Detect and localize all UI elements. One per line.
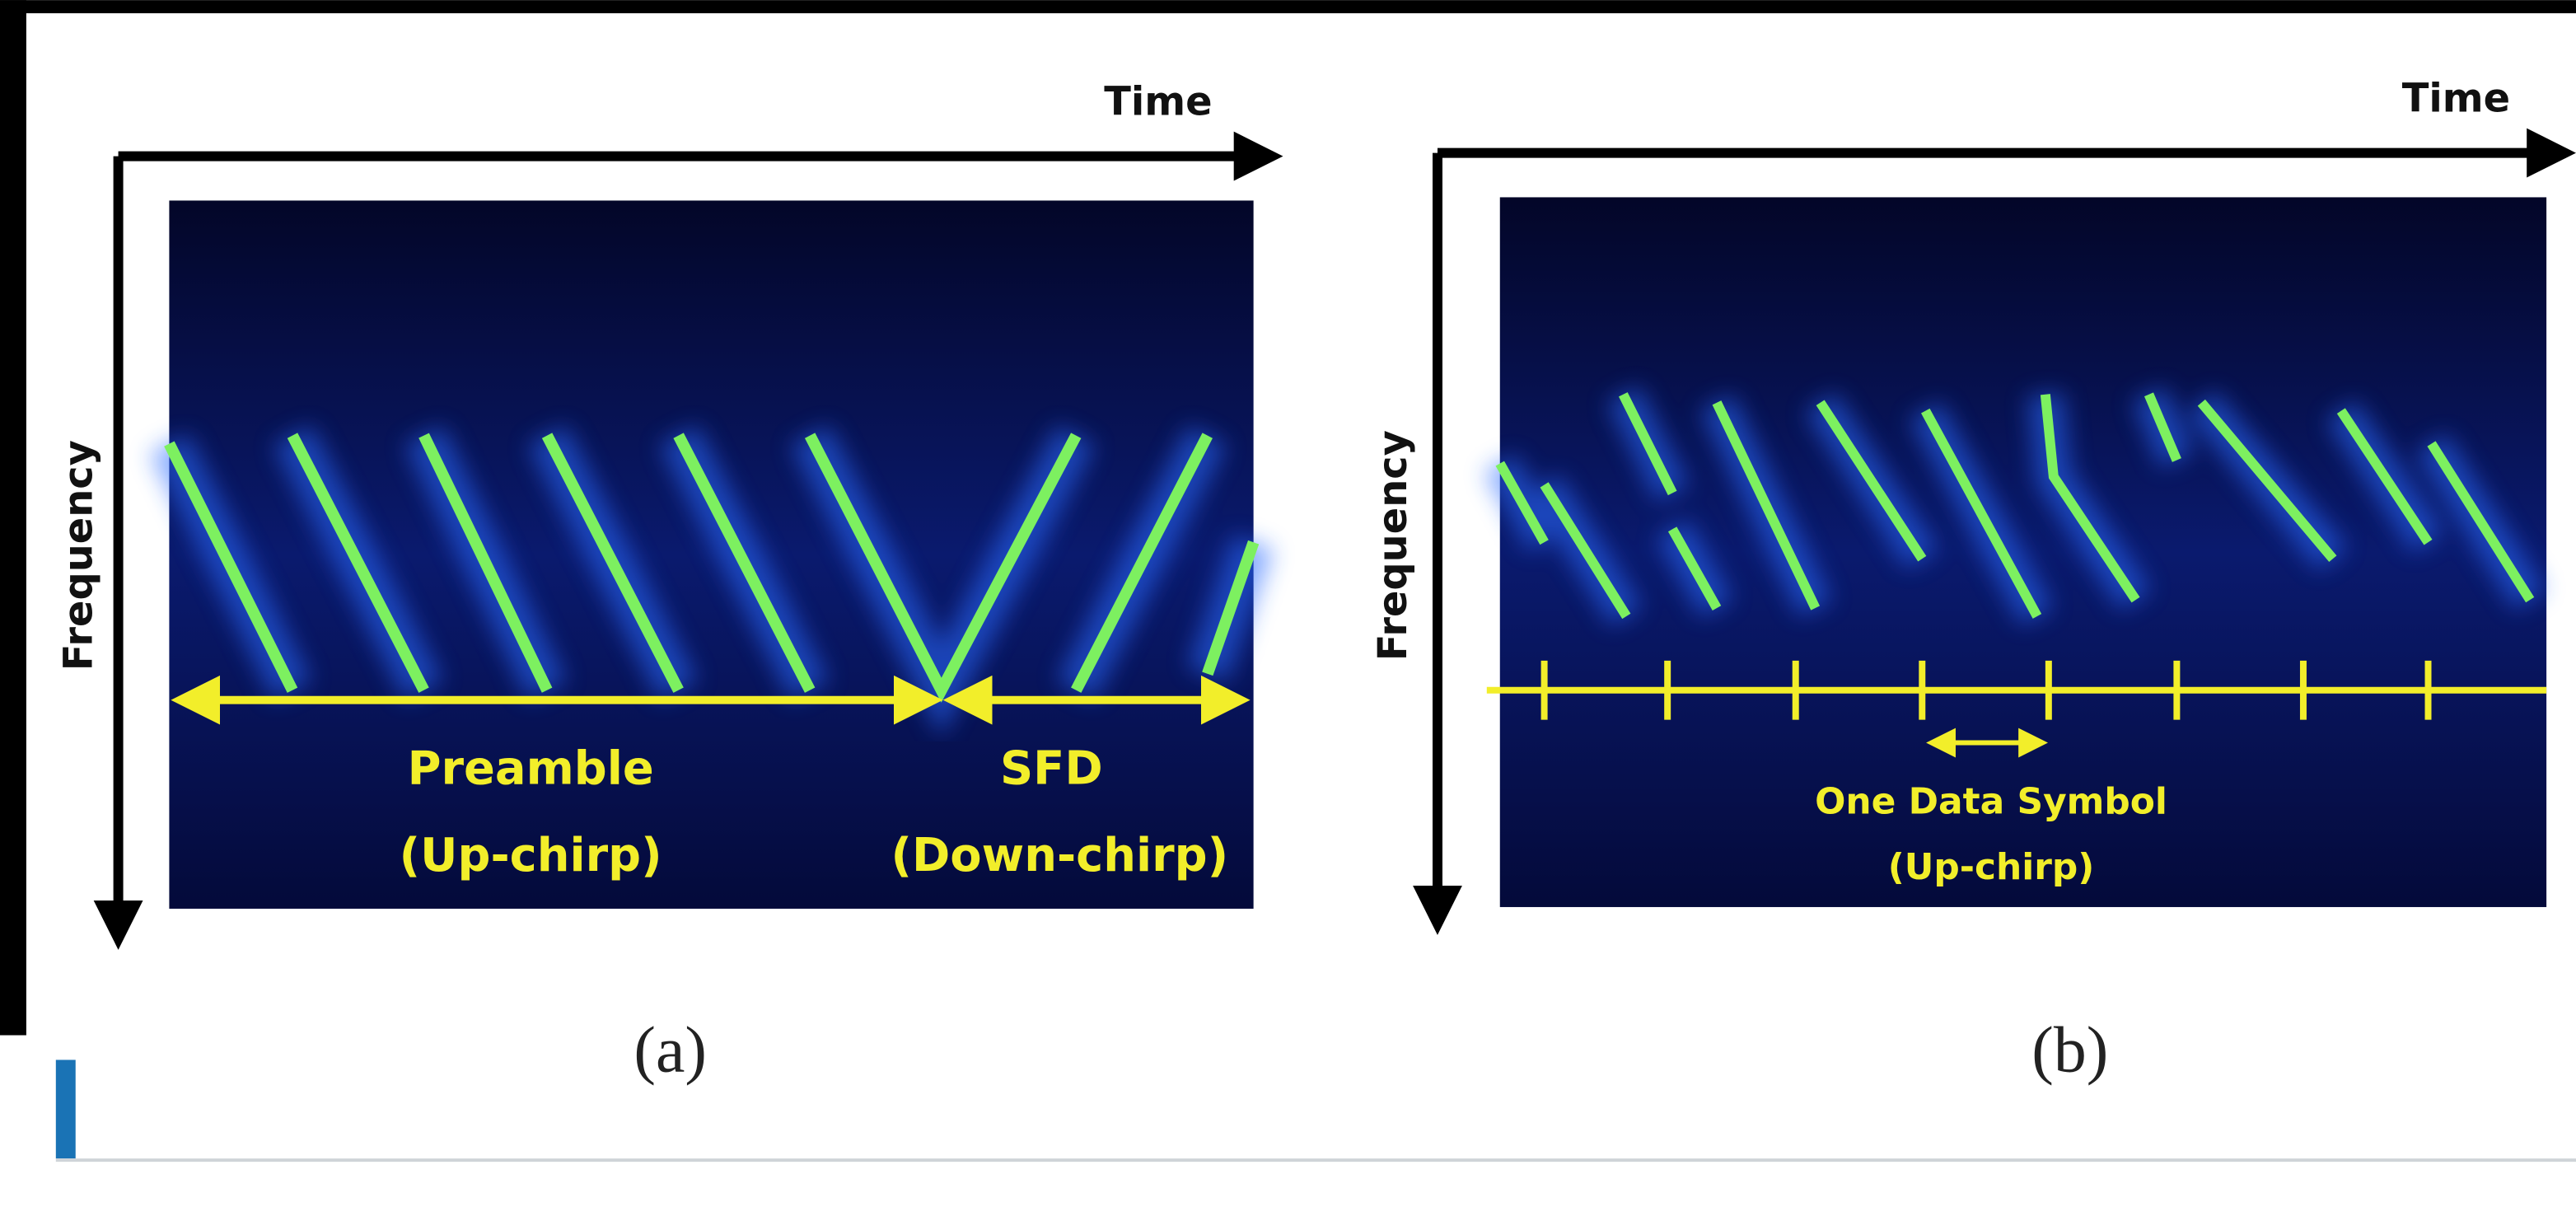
annotation: Preamble	[408, 741, 654, 795]
left-border	[0, 0, 26, 1036]
panel-a: Time Frequency Preamble (Up-chirp) SFD (…	[57, 80, 1283, 1086]
annotation: (Down-chirp)	[891, 829, 1228, 882]
chirps	[1495, 392, 2535, 620]
symbol-grid	[1486, 660, 2547, 720]
frequency-label: Frequency	[1371, 430, 1416, 661]
caption: (a)	[633, 1013, 707, 1086]
time-label: Time	[2402, 77, 2510, 122]
annotation: SFD	[1000, 741, 1103, 795]
annotation: (Up-chirp)	[1888, 846, 2095, 888]
panel-b: Time Frequency One Data Symbol (Up-chirp…	[1371, 77, 2576, 1086]
caption: (b)	[2031, 1013, 2108, 1086]
top-border	[0, 0, 2576, 14]
annotation: (Up-chirp)	[400, 829, 662, 882]
annotation: One Data Symbol	[1815, 780, 2167, 822]
frequency-label: Frequency	[57, 440, 102, 671]
side-marker	[55, 1060, 76, 1159]
time-label: Time	[1104, 80, 1212, 125]
